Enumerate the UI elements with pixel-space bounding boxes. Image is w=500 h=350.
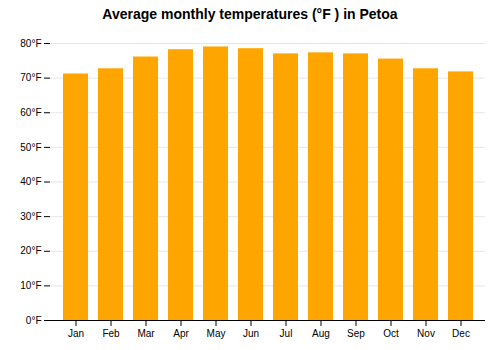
svg-text:50°F: 50°F [20, 142, 41, 153]
svg-text:Feb: Feb [102, 328, 120, 339]
svg-text:Mar: Mar [137, 328, 155, 339]
svg-text:Oct: Oct [383, 328, 399, 339]
svg-text:20°F: 20°F [20, 245, 41, 256]
svg-text:Jun: Jun [243, 328, 259, 339]
svg-text:Dec: Dec [452, 328, 470, 339]
svg-text:Jan: Jan [68, 328, 84, 339]
svg-text:0°F: 0°F [26, 315, 42, 326]
svg-text:80°F: 80°F [20, 38, 41, 49]
svg-text:70°F: 70°F [20, 72, 41, 83]
svg-text:Apr: Apr [173, 328, 189, 339]
svg-text:Aug: Aug [312, 328, 330, 339]
svg-text:May: May [207, 328, 226, 339]
svg-text:Nov: Nov [417, 328, 435, 339]
svg-text:Sep: Sep [347, 328, 365, 339]
svg-text:40°F: 40°F [20, 176, 41, 187]
html-text:Average monthly temperatures (: Average monthly temperatures (°F ) in Pe… [102, 6, 398, 22]
svg-text:60°F: 60°F [20, 107, 41, 118]
svg-text:10°F: 10°F [20, 280, 41, 291]
svg-text:Jul: Jul [280, 328, 293, 339]
svg-text:30°F: 30°F [20, 211, 41, 222]
